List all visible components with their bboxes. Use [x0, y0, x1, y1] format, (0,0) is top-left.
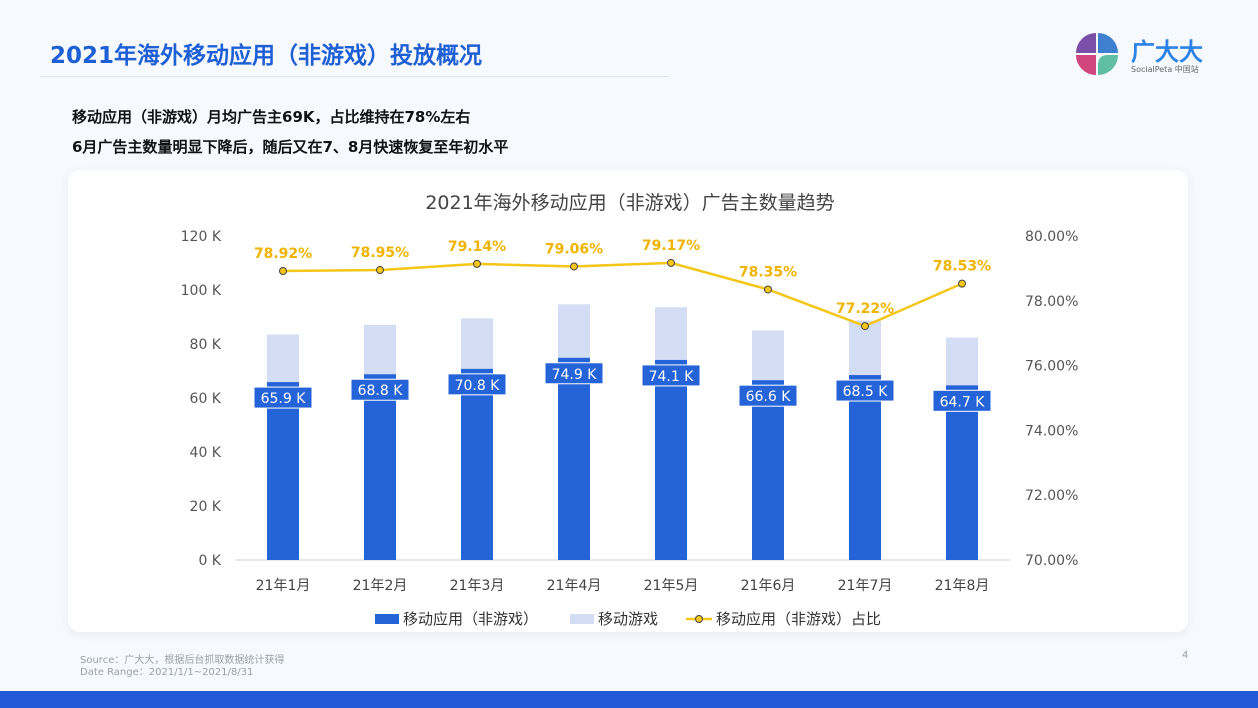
ratio-point	[667, 258, 675, 267]
ratio-label: 79.17%	[642, 238, 700, 254]
legend-label: 移动游戏	[598, 610, 658, 628]
left-tick-label: 100 K	[181, 283, 222, 299]
subtitle-2: 6月广告主数量明显下降后，随后又在7、8月快速恢复至年初水平	[72, 138, 509, 156]
bar-non-game	[558, 357, 590, 560]
bar-game	[946, 337, 978, 386]
logo-subtitle: SocialPeta 中国站	[1131, 65, 1199, 74]
bar-non-game	[364, 374, 396, 560]
bar-value-label-bg	[447, 373, 507, 396]
left-tick-label: 0 K	[198, 553, 221, 569]
bar-game	[655, 307, 687, 360]
bar-value-label-bg	[738, 384, 798, 407]
ratio-point	[958, 279, 966, 288]
ratio-point	[764, 285, 772, 294]
bar-value-label: 74.1 K	[649, 369, 695, 385]
bar-value-label-bg	[932, 389, 992, 412]
legend-ratio-marker	[695, 615, 703, 623]
bar-value-label-bg	[544, 362, 604, 385]
x-tick-label: 21年2月	[353, 578, 408, 594]
date-range: Date Range：2021/1/1~2021/8/31	[80, 667, 254, 678]
right-tick-label: 70.00%	[1025, 553, 1078, 569]
ratio-label: 77.22%	[836, 301, 894, 317]
ratio-point	[376, 266, 384, 275]
x-tick-label: 21年8月	[935, 578, 990, 594]
right-tick-label: 72.00%	[1025, 488, 1078, 504]
bar-non-game	[752, 380, 784, 560]
bar-value-label: 66.6 K	[746, 389, 792, 405]
bar-value-label: 74.9 K	[552, 367, 598, 383]
bar-game	[461, 318, 493, 369]
ratio-point	[473, 259, 481, 268]
bar-value-label-bg	[350, 378, 410, 401]
bar-value-label-bg	[835, 379, 895, 402]
bar-game	[267, 334, 299, 383]
bar-value-label: 64.7 K	[940, 394, 986, 410]
subtitle-1: 移动应用（非游戏）月均广告主69K，占比维持在78%左右	[72, 108, 471, 126]
bar-game	[752, 330, 784, 381]
legend-swatch-game	[570, 614, 594, 624]
right-tick-label: 80.00%	[1025, 229, 1078, 245]
left-tick-label: 60 K	[190, 391, 222, 407]
bar-game	[364, 324, 396, 375]
ratio-label: 78.35%	[739, 264, 797, 280]
bar-non-game	[461, 368, 493, 560]
left-tick-label: 80 K	[190, 337, 222, 353]
page-number: 4	[1182, 650, 1189, 661]
ratio-point	[861, 322, 869, 331]
ratio-point	[279, 266, 287, 275]
left-tick-label: 40 K	[190, 445, 222, 461]
right-tick-label: 76.00%	[1025, 359, 1078, 375]
bar-value-label: 70.8 K	[455, 378, 501, 394]
bar-non-game	[849, 375, 881, 560]
ratio-label: 78.92%	[254, 246, 312, 262]
x-tick-label: 21年1月	[256, 578, 311, 594]
bar-value-label: 68.5 K	[843, 384, 889, 400]
left-tick-label: 20 K	[190, 499, 222, 515]
logo: 广大大 SocialPeta 中国站	[1075, 32, 1255, 80]
x-tick-label: 21年6月	[741, 578, 796, 594]
chart-title: 2021年海外移动应用（非游戏）广告主数量趋势	[425, 192, 834, 214]
bar-value-label-bg	[641, 364, 701, 387]
right-tick-label: 78.00%	[1025, 294, 1078, 310]
ratio-line	[282, 261, 963, 328]
bar-game	[558, 304, 590, 358]
logo-name: 广大大	[1131, 38, 1203, 66]
page-title: 2021年海外移动应用（非游戏）投放概况	[50, 43, 483, 69]
ratio-label: 79.14%	[448, 239, 506, 255]
title-divider	[40, 76, 670, 77]
bar-non-game	[655, 359, 687, 560]
x-tick-label: 21年7月	[838, 578, 893, 594]
x-tick-label: 21年4月	[547, 578, 602, 594]
bar-value-label-bg	[253, 386, 313, 409]
ratio-label: 78.95%	[351, 245, 409, 261]
logo-icon	[1076, 33, 1118, 75]
legend-label: 移动应用（非游戏）	[403, 610, 538, 628]
ratio-point	[570, 262, 578, 271]
source-note: Source：广大大，根据后台抓取数据统计获得	[80, 655, 285, 666]
bar-non-game	[267, 382, 299, 560]
bar-value-label: 65.9 K	[261, 391, 307, 407]
x-tick-label: 21年3月	[450, 578, 505, 594]
x-tick-label: 21年5月	[644, 578, 699, 594]
bottom-bar	[0, 691, 1258, 708]
ratio-label: 79.06%	[545, 241, 603, 257]
left-tick-label: 120 K	[181, 229, 222, 245]
legend-swatch-non-game	[375, 614, 399, 624]
right-tick-label: 74.00%	[1025, 423, 1078, 439]
bar-value-label: 68.8 K	[358, 383, 404, 399]
ratio-label: 78.53%	[933, 259, 991, 275]
legend-label: 移动应用（非游戏）占比	[716, 610, 881, 628]
bar-non-game	[946, 385, 978, 560]
